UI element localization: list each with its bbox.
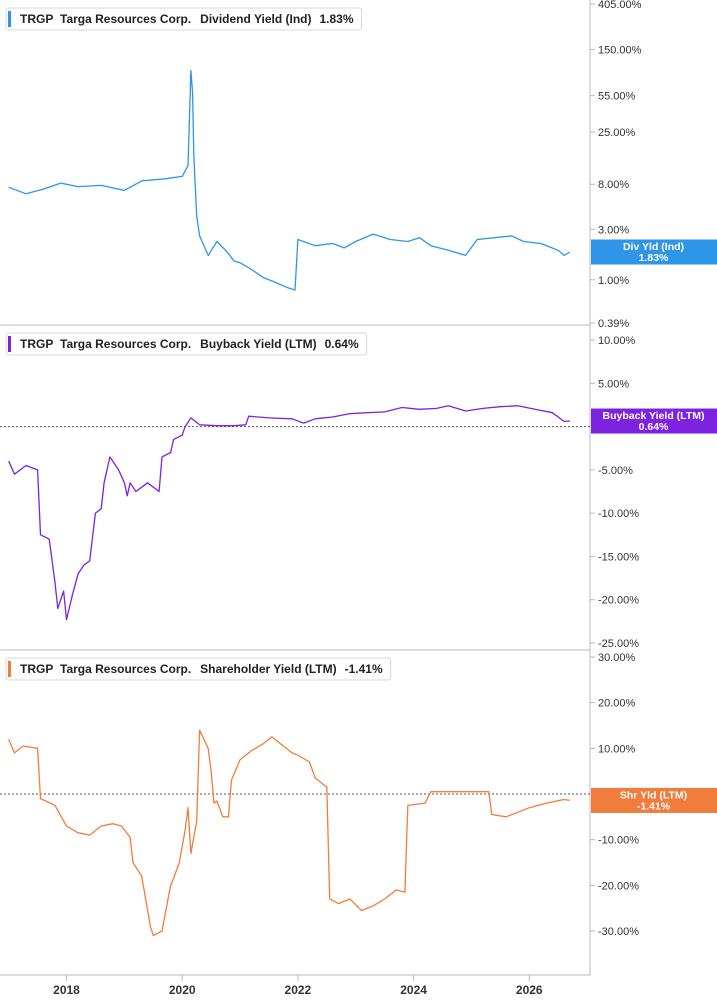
dividend-ytick-label: 55.00%: [598, 91, 636, 103]
shareholder-legend-swatch: [8, 661, 11, 677]
buyback-ytick-label: 10.00%: [598, 335, 636, 347]
dividend-legend-ticker: TRGP: [20, 12, 53, 26]
xtick-label: 2024: [400, 983, 427, 997]
buyback-ytick-label: -20.00%: [598, 595, 639, 607]
buyback-legend-swatch: [8, 336, 11, 352]
dividend-value-tag-value: 1.83%: [639, 252, 669, 264]
shareholder-legend-ticker: TRGP: [20, 662, 53, 676]
shareholder-panel: 30.00% 20.00% 10.00% -10.00% -20.00% -30.00% T…: [0, 649, 717, 938]
shareholder-value-tag: Shr Yld (LTM)-1.41%: [591, 787, 717, 813]
dividend-legend-company: Targa Resources Corp.: [60, 12, 191, 26]
buyback-legend-value: 0.64%: [325, 337, 359, 351]
shareholder-ytick-label: -20.00%: [598, 880, 639, 892]
shareholder-legend: TRGP Targa Resources Corp. Shareholder Yie…: [5, 657, 392, 681]
dividend-ytick-label: 150.00%: [598, 45, 642, 57]
buyback-legend-metric: Buyback Yield (LTM): [200, 337, 316, 351]
xtick-label: 2022: [285, 983, 312, 997]
shareholder-value-tag-label: Shr Yld (LTM): [620, 789, 687, 801]
shareholder-value-tag-value: -1.41%: [637, 800, 671, 812]
dividend-ytick-label: 0.39%: [598, 318, 629, 330]
dividend-legend-metric: Dividend Yield (Ind): [200, 12, 311, 26]
shareholder-legend-value: -1.41%: [345, 662, 383, 676]
shareholder-ytick-label: -10.00%: [598, 835, 639, 847]
dividend-value-tag-label: Div Yld (Ind): [623, 241, 684, 253]
shareholder-legend-metric: Shareholder Yield (LTM): [200, 662, 336, 676]
dividend-ytick-label: 1.00%: [598, 275, 629, 287]
buyback-legend: TRGP Targa Resources Corp. Buyback Yield (…: [5, 332, 368, 356]
dividend-panel: 405.00% 150.00% 55.00% 25.00% 8.00% 3.00% 1.00…: [5, 0, 717, 330]
shareholder-legend-box: [5, 657, 392, 681]
shareholder-series-line: [8, 729, 570, 937]
dividend-legend-swatch: [8, 11, 11, 27]
buyback-value-tag-bg: [591, 408, 717, 434]
buyback-value-tag-label: Buyback Yield (LTM): [603, 410, 705, 422]
dividend-series-line: [8, 69, 571, 291]
dividend-legend: TRGP Targa Resources Corp. Dividend Yield …: [5, 7, 363, 31]
dividend-legend-value: 1.83%: [320, 12, 354, 26]
buyback-ytick-label: -15.00%: [598, 551, 639, 563]
xtick-label: 2018: [53, 983, 80, 997]
buyback-series-line: [8, 405, 570, 621]
dividend-ytick-label: 405.00%: [598, 0, 642, 11]
dividend-legend-box: [5, 7, 363, 31]
dividend-ytick-label: 25.00%: [598, 127, 636, 139]
dividend-value-tag-bg: [591, 239, 717, 265]
dividend-ytick-label: 8.00%: [598, 179, 629, 191]
shareholder-ytick-label: 30.00%: [598, 652, 636, 664]
buyback-legend-box: [5, 332, 368, 356]
buyback-ytick-label: -5.00%: [598, 465, 633, 477]
buyback-legend-company: Targa Resources Corp.: [60, 337, 191, 351]
shareholder-ytick-label: 10.00%: [598, 743, 636, 755]
xtick-label: 2020: [169, 983, 196, 997]
dividend-ytick-label: 3.00%: [598, 224, 629, 236]
buyback-ytick-label: -10.00%: [598, 508, 639, 520]
shareholder-ytick-label: -30.00%: [598, 926, 639, 938]
buyback-value-tag-value: 0.64%: [639, 421, 669, 433]
shareholder-value-tag-bg: [591, 787, 717, 813]
shareholder-ytick-label: 20.00%: [598, 698, 636, 710]
xtick-label: 2026: [516, 983, 543, 997]
buyback-legend-ticker: TRGP: [20, 337, 53, 351]
buyback-value-tag: Buyback Yield (LTM)0.64%: [591, 408, 717, 434]
buyback-panel: 10.00% 5.00% -5.00% -10.00% -15.00% -20.00% -2…: [0, 324, 717, 650]
shareholder-legend-company: Targa Resources Corp.: [60, 662, 191, 676]
buyback-ytick-label: -25.00%: [598, 638, 639, 650]
buyback-ytick-label: 5.00%: [598, 378, 629, 390]
dividend-value-tag: Div Yld (Ind)1.83%: [591, 239, 717, 265]
